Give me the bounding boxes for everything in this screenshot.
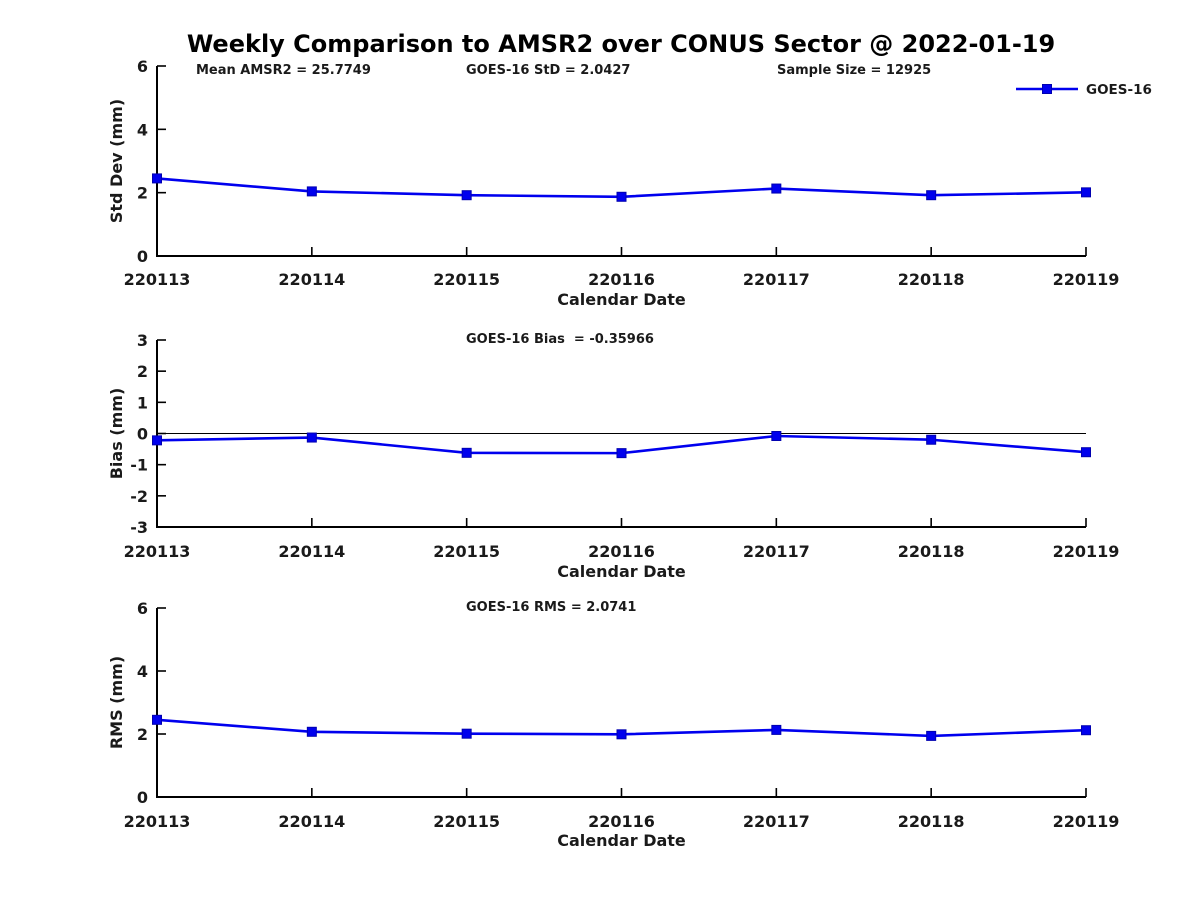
data-point-marker [926, 190, 937, 201]
y-tick-label: 6 [137, 599, 148, 618]
y-tick-label: -1 [130, 456, 148, 475]
x-tick-label: 220113 [124, 812, 191, 831]
x-axis-title: Calendar Date [557, 831, 686, 850]
y-tick-label: -3 [130, 518, 148, 537]
panel-stddev: 0 2 4 6 220113 220114 220115 220116 220117 220118… [107, 57, 1152, 309]
y-tick-label: 0 [137, 425, 148, 444]
y-tick-label: 0 [137, 247, 148, 266]
y-tick-label: 4 [137, 120, 148, 139]
legend: GOES-16 [1016, 82, 1152, 98]
data-point-marker [461, 447, 472, 458]
data-point-marker [152, 173, 162, 184]
data-point-marker [152, 435, 162, 446]
data-point-marker [1081, 187, 1091, 198]
data-point-marker [461, 728, 472, 739]
y-tick-label: 2 [137, 362, 148, 381]
x-tick-label: 220118 [898, 270, 965, 289]
legend-label: GOES-16 [1086, 82, 1152, 98]
data-point-marker [926, 730, 937, 741]
stat-annotation: GOES-16 RMS = 2.0741 [466, 600, 636, 615]
data-point-marker [152, 714, 162, 725]
data-point-marker [306, 726, 317, 737]
x-tick-label: 220118 [898, 812, 965, 831]
data-point-marker [771, 724, 782, 735]
y-tick-label: 3 [137, 331, 148, 350]
stat-annotation: GOES-16 StD = 2.0427 [466, 63, 630, 78]
x-tick-label: 220113 [124, 270, 191, 289]
x-tick-label: 220115 [433, 542, 500, 561]
data-point-marker [1081, 725, 1091, 736]
y-axis-title: RMS (mm) [107, 656, 126, 749]
x-axis-title: Calendar Date [557, 562, 686, 581]
panel-bias: 3 2 1 0 -1 -2 -3 220113 220114 220115 220116 220117… [107, 331, 1119, 581]
x-tick-label: 220117 [743, 812, 810, 831]
y-tick-label: 6 [137, 57, 148, 76]
x-tick-label: 220116 [588, 812, 655, 831]
data-point-marker [616, 191, 627, 202]
legend-marker [1042, 84, 1052, 94]
x-tick-label: 220117 [743, 270, 810, 289]
data-point-marker [461, 190, 472, 201]
data-point-marker [1081, 447, 1091, 458]
y-tick-label: 2 [137, 184, 148, 203]
y-axis-title: Bias (mm) [107, 388, 126, 480]
x-tick-label: 220114 [278, 542, 345, 561]
x-axis-title: Calendar Date [557, 290, 686, 309]
stat-annotation: GOES-16 Bias = -0.35966 [466, 332, 654, 347]
chart-title: Weekly Comparison to AMSR2 over CONUS Se… [186, 30, 1056, 58]
y-tick-label: 1 [137, 393, 148, 412]
y-tick-label: 4 [137, 662, 148, 681]
y-tick-label: 2 [137, 725, 148, 744]
data-point-marker [306, 186, 317, 197]
x-tick-label: 220116 [588, 542, 655, 561]
x-tick-label: 220115 [433, 270, 500, 289]
x-tick-label: 220119 [1053, 812, 1120, 831]
x-tick-label: 220119 [1053, 270, 1120, 289]
x-tick-label: 220119 [1053, 542, 1120, 561]
stat-annotation: Mean AMSR2 = 25.7749 [196, 63, 371, 78]
y-axis-title: Std Dev (mm) [107, 99, 126, 223]
data-point-marker [926, 434, 937, 445]
x-tick-label: 220118 [898, 542, 965, 561]
x-tick-label: 220115 [433, 812, 500, 831]
data-point-marker [771, 183, 782, 194]
panel-rms: 0 2 4 6 220113 220114 220115 220116 220117 220118… [107, 599, 1119, 850]
data-point-marker [771, 430, 782, 441]
y-tick-label: -2 [130, 487, 148, 506]
x-tick-label: 220114 [278, 812, 345, 831]
data-point-marker [616, 729, 627, 740]
y-tick-label: 0 [137, 788, 148, 807]
data-point-marker [306, 432, 317, 443]
x-tick-label: 220114 [278, 270, 345, 289]
stat-annotation: Sample Size = 12925 [777, 63, 931, 78]
data-point-marker [616, 448, 627, 459]
x-tick-label: 220116 [588, 270, 655, 289]
x-tick-label: 220117 [743, 542, 810, 561]
x-tick-label: 220113 [124, 542, 191, 561]
